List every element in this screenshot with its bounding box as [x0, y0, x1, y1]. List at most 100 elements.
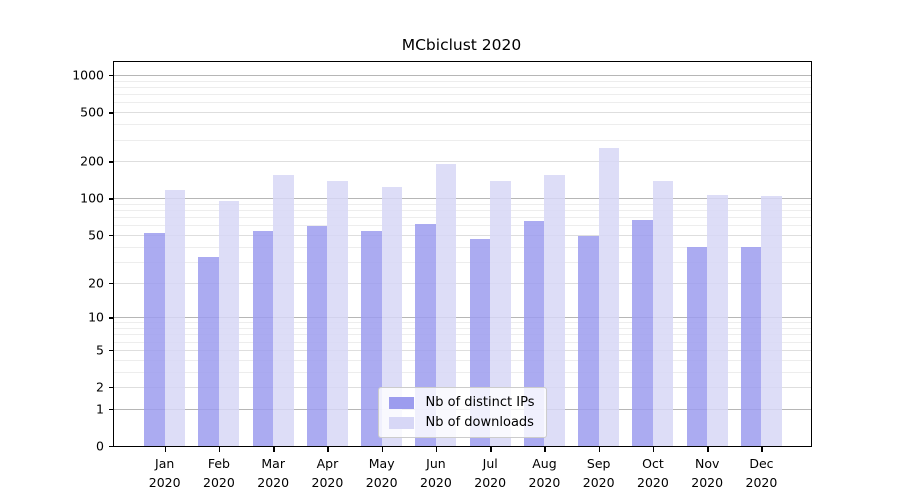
x-tick-label-feb: Feb 2020 — [203, 456, 235, 490]
y-tick-1000 — [109, 74, 114, 77]
x-tick-nov — [707, 447, 709, 452]
x-tick-apr — [327, 447, 329, 452]
bar-downloads-jan — [164, 190, 186, 446]
gridline-minor-600 — [114, 102, 811, 104]
bar-distinct-ips-jan — [144, 232, 165, 446]
x-tick-mar — [273, 447, 275, 452]
bar-distinct-ips-oct — [632, 220, 653, 446]
bar-distinct-ips-feb — [198, 256, 219, 446]
gridline-10 — [114, 317, 811, 319]
bar-downloads-dec — [761, 195, 782, 446]
legend-item-downloads: Nb of downloads — [388, 415, 535, 430]
gridline-minor-7 — [114, 334, 811, 336]
y-tick-2 — [109, 387, 114, 389]
bar-distinct-ips-may — [361, 230, 382, 446]
y-tick-20 — [109, 282, 114, 284]
gridline-minor-30 — [114, 261, 811, 263]
x-tick-jun — [435, 447, 438, 452]
y-tick-1 — [109, 408, 114, 411]
gridline-minor-6 — [114, 341, 811, 343]
x-tick-label-nov: Nov 2020 — [691, 456, 724, 490]
gridline-minor-700 — [114, 94, 811, 96]
gridline-minor-800 — [114, 86, 811, 88]
x-tick-label-aug: Aug 2020 — [528, 456, 561, 490]
legend-label-downloads: Nb of downloads — [425, 415, 534, 430]
y-tick-0 — [109, 446, 114, 448]
y-tick-10 — [109, 317, 114, 319]
legend-item-distinct-ips: Nb of distinct IPs — [388, 395, 535, 410]
bar-downloads-jul — [490, 181, 511, 446]
y-tick-label-100: 100 — [80, 190, 104, 206]
gridline-minor-60 — [114, 225, 811, 227]
x-tick-label-apr: Apr 2020 — [311, 456, 344, 490]
x-tick-label-jan: Jan 2020 — [148, 456, 181, 490]
bar-distinct-ips-mar — [252, 230, 274, 446]
bar-distinct-ips-dec — [740, 246, 762, 446]
legend-label-distinct-ips: Nb of distinct IPs — [425, 395, 535, 410]
y-tick-label-10: 10 — [88, 309, 104, 325]
x-tick-may — [381, 447, 384, 452]
plot-area: Nb of distinct IPs Nb of downloads — [113, 61, 812, 447]
gridline-50 — [114, 234, 811, 236]
y-tick-200 — [109, 161, 114, 163]
x-tick-jan — [164, 447, 167, 452]
x-tick-label-jun: Jun 2020 — [420, 456, 452, 490]
y-tick-label-0: 0 — [96, 438, 104, 454]
bar-downloads-feb — [218, 200, 240, 446]
gridline-minor-4 — [114, 359, 811, 361]
bar-downloads-apr — [327, 181, 348, 446]
gridline-5 — [114, 349, 811, 351]
x-tick-oct — [652, 447, 655, 452]
bar-downloads-nov — [707, 194, 728, 446]
x-tick-jul — [490, 447, 492, 452]
y-tick-50 — [109, 234, 114, 237]
gridline-20 — [114, 282, 811, 284]
y-tick-5 — [109, 349, 114, 352]
y-tick-label-5: 5 — [96, 342, 104, 358]
bar-distinct-ips-sep — [578, 235, 599, 446]
gridline-minor-300 — [114, 139, 811, 141]
x-tick-sep — [598, 447, 601, 452]
y-tick-label-50: 50 — [88, 227, 104, 243]
bar-downloads-jun — [435, 164, 457, 446]
gridline-100 — [114, 198, 811, 200]
x-tick-label-dec: Dec 2020 — [745, 456, 778, 490]
x-tick-label-may: May 2020 — [365, 456, 398, 490]
y-tick-label-1: 1 — [96, 401, 104, 417]
gridline-minor-900 — [114, 80, 811, 82]
y-tick-100 — [109, 198, 114, 200]
bar-downloads-sep — [598, 147, 620, 446]
bar-downloads-may — [381, 187, 403, 446]
x-tick-label-mar: Mar 2020 — [257, 456, 290, 490]
gridline-minor-90 — [114, 203, 811, 205]
legend: Nb of distinct IPs Nb of downloads — [377, 387, 548, 438]
bar-distinct-ips-apr — [306, 226, 328, 446]
x-tick-label-jul: Jul 2020 — [474, 456, 507, 490]
legend-swatch-distinct-ips — [388, 396, 414, 409]
chart-title: MCbiclust 2020 — [401, 36, 522, 54]
bar-downloads-aug — [544, 174, 565, 446]
bar-downloads-oct — [652, 180, 674, 446]
y-tick-label-500: 500 — [80, 104, 104, 120]
bar-downloads-mar — [273, 174, 294, 446]
gridline-minor-3 — [114, 371, 811, 373]
y-tick-label-2: 2 — [96, 379, 104, 395]
x-tick-label-sep: Sep 2020 — [582, 456, 615, 490]
gridline-minor-40 — [114, 246, 811, 248]
gridline-minor-8 — [114, 328, 811, 329]
gridline-minor-400 — [114, 124, 811, 126]
y-tick-500 — [109, 112, 114, 114]
x-tick-label-oct: Oct 2020 — [637, 456, 669, 490]
gridline-minor-9 — [114, 322, 811, 324]
x-tick-dec — [761, 447, 763, 452]
gridline-500 — [114, 112, 811, 114]
y-tick-label-20: 20 — [88, 275, 104, 290]
x-tick-feb — [218, 447, 221, 452]
y-tick-label-200: 200 — [80, 153, 104, 169]
y-tick-label-1000: 1000 — [72, 67, 104, 83]
gridline-200 — [114, 161, 811, 163]
bar-distinct-ips-nov — [686, 246, 708, 446]
gridline-minor-80 — [114, 210, 811, 212]
gridline-minor-70 — [114, 217, 811, 219]
